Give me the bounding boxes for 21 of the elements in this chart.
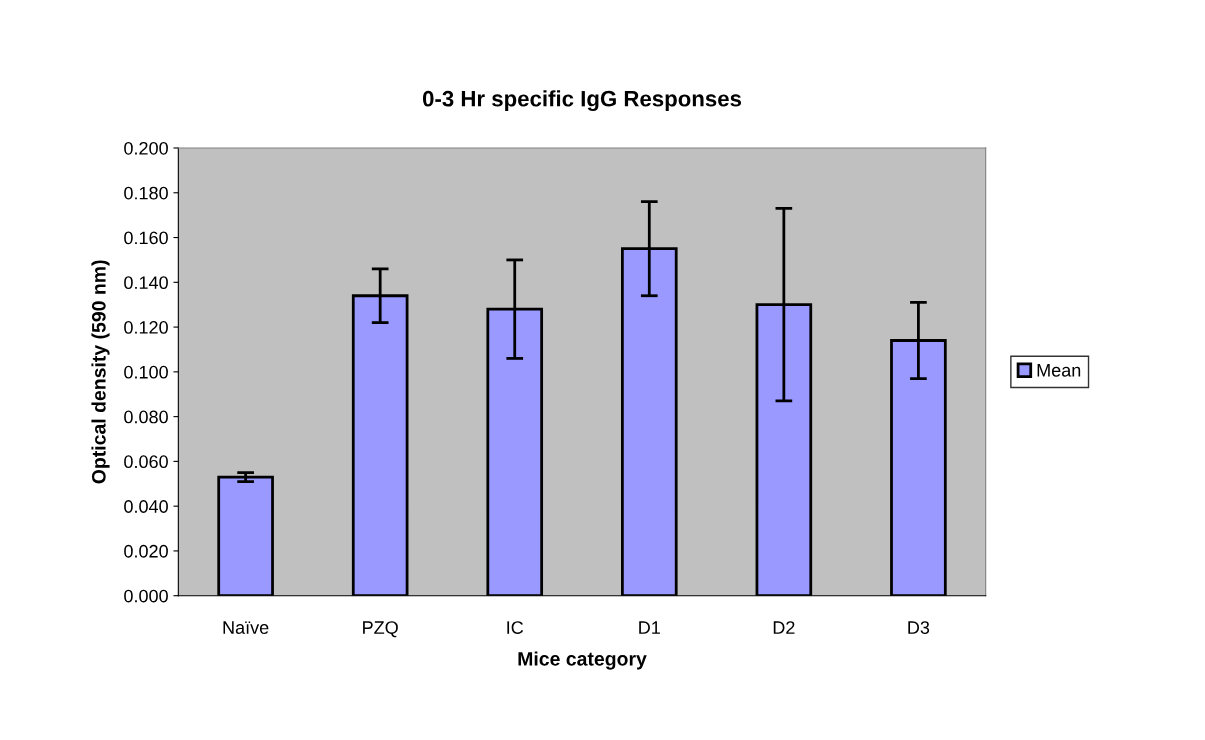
x-tick-label: D2 — [773, 621, 795, 634]
x-tick-label: IC — [507, 621, 524, 634]
y-tick-label: 0.100 — [124, 365, 168, 379]
x-axis-title: Mice category — [518, 651, 647, 670]
y-tick-label: 0.180 — [124, 186, 168, 200]
y-tick-label: 0.000 — [124, 589, 168, 603]
x-tick-label: Naïve — [223, 621, 269, 634]
y-tick-label: 0.080 — [124, 410, 168, 424]
y-tick-label: 0.060 — [124, 455, 168, 469]
x-tick-label: D1 — [639, 621, 660, 634]
x-tick-label: D3 — [908, 621, 930, 634]
y-tick-label: 0.120 — [124, 321, 168, 334]
legend-label: Mean — [1037, 364, 1081, 377]
y-tick-label: 0.160 — [124, 231, 168, 245]
y-tick-label: 0.140 — [124, 276, 168, 290]
y-tick-label: 0.040 — [124, 500, 168, 513]
y-tick-label: 0.020 — [124, 544, 168, 558]
chart-title: 0-3 Hr specific IgG Responses — [422, 90, 742, 112]
y-axis-title: Optical density (590 nm) — [91, 260, 110, 484]
x-tick-label: PZQ — [363, 621, 398, 638]
y-tick-label: 0.200 — [124, 141, 168, 155]
